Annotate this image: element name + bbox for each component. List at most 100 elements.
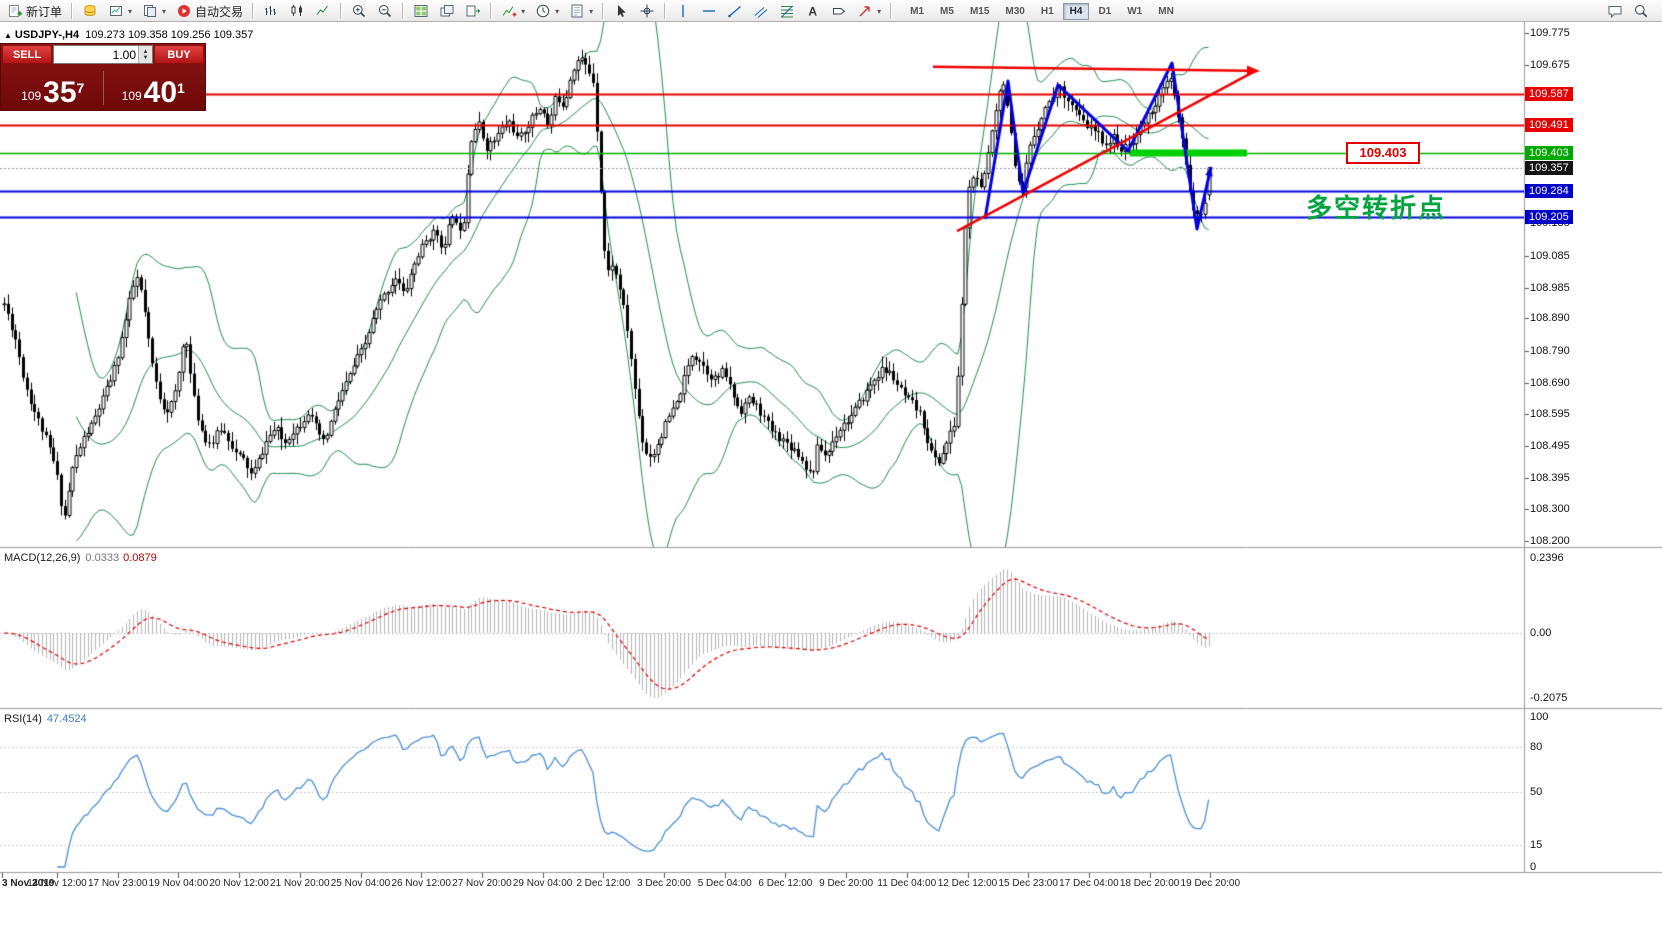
time-axis-label: 29 Nov 04:00: [512, 878, 573, 889]
toolbar: 新订单 ▾ ▾ 自动交易 ▾ ▾ ▾ A ▾ M1 M5 M15 M30 H1 H4 D1 W1 MN: [0, 0, 1662, 22]
timeframe-m15-button[interactable]: M15: [963, 3, 996, 20]
cursor-tool-button[interactable]: [609, 2, 633, 21]
timeframe-m1-button[interactable]: M1: [903, 3, 931, 20]
timeframe-h4-button[interactable]: H4: [1062, 2, 1090, 20]
time-axis-label: 3 Nov 2019: [2, 878, 55, 889]
time-axis-label: 12 Dec 12:00: [937, 878, 998, 889]
buy-price-sup: 1: [177, 80, 185, 96]
sell-button[interactable]: SELL: [2, 45, 52, 64]
chevron-down-icon: ▾: [877, 6, 882, 16]
periods-icon: [536, 4, 550, 18]
turning-point-annotation[interactable]: 多空转折点: [1306, 193, 1447, 223]
lot-decrease-button[interactable]: ▼: [142, 54, 149, 61]
time-axis-label: 17 Dec 04:00: [1059, 878, 1119, 889]
template-icon: [571, 4, 583, 18]
price-scale[interactable]: 109.775109.675109.185109.085108.985108.8…: [1524, 22, 1662, 874]
text-tool-button[interactable]: A: [801, 2, 825, 21]
trendline-tool-button[interactable]: [723, 2, 747, 21]
chevron-down-icon: ▾: [589, 6, 594, 16]
time-axis-label: 27 Nov 20:00: [452, 878, 512, 889]
candles-icon: [291, 5, 303, 16]
tile-windows-button[interactable]: [409, 2, 433, 21]
line-chart-icon: [316, 5, 328, 15]
new-order-button[interactable]: 新订单: [3, 2, 66, 21]
macd-value-1: 0.0333: [85, 552, 120, 564]
rsi-name: RSI(14): [4, 713, 42, 725]
time-axis-label: 26 Nov 12:00: [391, 878, 451, 889]
rsi-label: RSI(14) 47.4524: [4, 713, 87, 725]
bar-chart-mode-button[interactable]: [259, 2, 283, 21]
macd-scale-tick: -0.2075: [1530, 691, 1568, 704]
toolbar-separator: [490, 3, 493, 19]
toolbar-right-group: [1602, 2, 1654, 21]
one-click-toggle-icon[interactable]: ▲: [4, 31, 12, 40]
timeframe-w1-button[interactable]: W1: [1120, 3, 1149, 20]
new-order-button-label: 新订单: [26, 4, 63, 19]
search-button[interactable]: [1629, 2, 1653, 21]
label-icon: [833, 8, 846, 15]
timeframe-m30-button[interactable]: M30: [998, 3, 1031, 20]
timeframe-d1-button[interactable]: D1: [1091, 3, 1118, 20]
buy-price-prefix: 109: [121, 89, 142, 103]
cursor-icon: [618, 5, 626, 17]
rsi-scale-tick: 0: [1530, 861, 1537, 873]
price-scale-tick: 109.675: [1530, 59, 1570, 72]
crosshair-tool-button[interactable]: [635, 2, 659, 21]
macd-value-2: 0.0879: [123, 552, 157, 564]
time-axis-label: 3 Dec 20:00: [637, 878, 691, 889]
ohlc-label: 109.273 109.358 109.256 109.357: [85, 29, 254, 41]
new-chart-button[interactable]: ▾: [104, 2, 136, 21]
timeframe-h1-button[interactable]: H1: [1034, 3, 1061, 20]
timeframe-group: M1 M5 M15 M30 H1 H4 D1 W1 MN: [902, 2, 1182, 20]
lot-increase-button[interactable]: ▲: [142, 48, 149, 55]
channel-tool-button[interactable]: [749, 2, 773, 21]
zoom-out-button[interactable]: [373, 2, 397, 21]
rsi-scale-tick: 50: [1530, 786, 1543, 798]
rsi-scale-tick: 100: [1530, 711, 1549, 723]
arrows-tool-button[interactable]: ▾: [853, 2, 885, 21]
price-scale-tick: 108.495: [1530, 439, 1570, 452]
lot-size-box: ▲ ▼: [53, 45, 153, 64]
buy-price[interactable]: 109 40 1: [104, 78, 204, 108]
templates-button[interactable]: ▾: [565, 2, 597, 21]
time-axis[interactable]: 3 Nov 2019 14 Nov 12:00 17 Nov 23:00 19 Nov…: [0, 874, 1662, 894]
horizontal-line-tool-button[interactable]: [697, 2, 721, 21]
macd-scale-tick: 0.00: [1530, 627, 1552, 639]
hline-icon: [703, 10, 716, 12]
cascade-windows-button[interactable]: [435, 2, 459, 21]
deposit-button[interactable]: [78, 2, 102, 21]
fibonacci-tool-button[interactable]: [775, 2, 799, 21]
periods-button[interactable]: ▾: [531, 2, 563, 21]
time-axis-label: 2 Dec 12:00: [576, 878, 631, 889]
price-scale-tick: 109.775: [1530, 27, 1570, 39]
chart-canvas[interactable]: [0, 22, 1662, 948]
label-tool-button[interactable]: [827, 2, 851, 21]
price-level-tag[interactable]: 109.403: [1346, 142, 1420, 164]
price-level-label: 109.587: [1525, 86, 1573, 101]
rsi-scale-tick: 15: [1530, 838, 1543, 851]
shift-icon: [466, 5, 481, 17]
coins-icon: [84, 5, 96, 17]
time-axis-label: 17 Nov 23:00: [87, 878, 148, 889]
indicators-button[interactable]: ▾: [497, 2, 529, 21]
new-order-icon: [9, 5, 22, 17]
timeframe-mn-button[interactable]: MN: [1151, 3, 1181, 20]
lot-input[interactable]: [54, 46, 138, 63]
vertical-line-tool-button[interactable]: [671, 2, 695, 21]
zoom-in-button[interactable]: [347, 2, 371, 21]
buy-button[interactable]: BUY: [154, 45, 204, 64]
svg-text:A: A: [809, 5, 818, 19]
chart-shift-button[interactable]: [461, 2, 485, 21]
autotrading-button[interactable]: 自动交易: [172, 2, 247, 21]
profiles-button[interactable]: ▾: [138, 2, 170, 21]
community-button[interactable]: [1603, 2, 1627, 21]
new-chart-icon: [110, 6, 123, 16]
line-chart-mode-button[interactable]: [311, 2, 335, 21]
time-axis-label: 18 Dec 20:00: [1119, 878, 1180, 889]
sell-price[interactable]: 109 35 7: [3, 78, 103, 108]
candle-chart-mode-button[interactable]: [285, 2, 309, 21]
price-level-label: 109.284: [1525, 184, 1573, 199]
price-level-label: 109.357: [1525, 160, 1573, 175]
timeframe-m5-button[interactable]: M5: [933, 3, 961, 20]
toolbar-separator: [252, 3, 255, 19]
